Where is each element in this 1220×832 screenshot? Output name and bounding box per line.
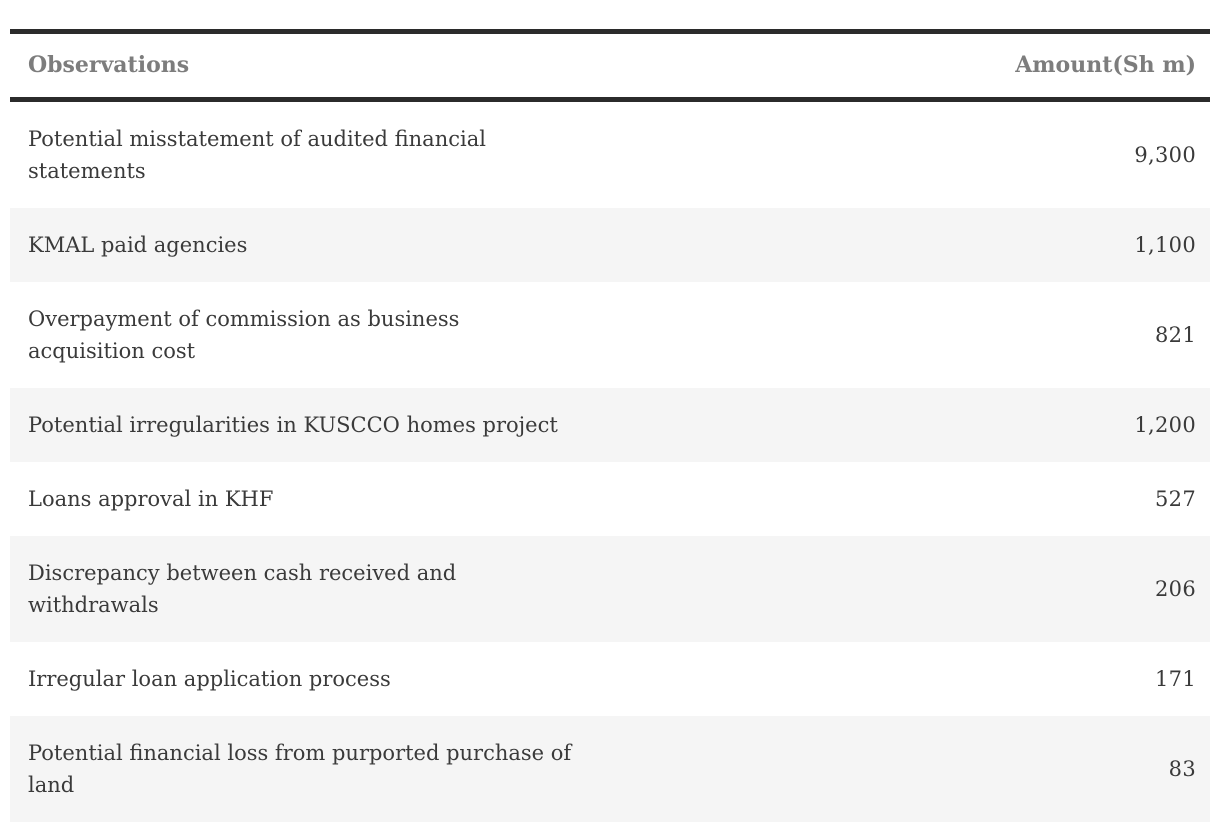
observations-table-container: Observations Amount(Sh m) Potential miss…: [10, 29, 1210, 822]
observation-cell: Potential misstatement of audited financ…: [10, 100, 886, 209]
observation-cell: Loans approval in KHF: [10, 462, 886, 536]
column-header-amount: Amount(Sh m): [1015, 52, 1196, 78]
observation-text: Potential misstatement of audited financ…: [28, 127, 486, 183]
observations-amount-table: Observations Amount(Sh m) Potential miss…: [10, 29, 1210, 822]
amount-cell: 206: [1155, 577, 1196, 601]
observation-text: Irregular loan application process: [28, 667, 391, 691]
amount-cell: 527: [1155, 487, 1196, 511]
table-row: Irregular loan application process 171: [10, 642, 1210, 716]
table-row: Potential financial loss from purported …: [10, 716, 1210, 822]
observation-cell: Potential financial loss from purported …: [10, 716, 886, 822]
observation-text: Loans approval in KHF: [28, 487, 274, 511]
column-header-observations: Observations: [28, 52, 190, 78]
table-header: Observations Amount(Sh m): [10, 32, 1210, 100]
table-row: Potential misstatement of audited financ…: [10, 100, 1210, 209]
observation-text: Overpayment of commission as business ac…: [28, 307, 460, 363]
observation-cell: Overpayment of commission as business ac…: [10, 282, 886, 388]
table-row: KMAL paid agencies 1,100: [10, 208, 1210, 282]
amount-cell: 83: [1168, 757, 1196, 781]
amount-cell: 1,200: [1134, 413, 1196, 437]
observation-text: Potential financial loss from purported …: [28, 741, 572, 797]
table-body: Potential misstatement of audited financ…: [10, 100, 1210, 822]
observation-cell: Discrepancy between cash received and wi…: [10, 536, 886, 642]
observation-cell: KMAL paid agencies: [10, 208, 886, 282]
table-row: Overpayment of commission as business ac…: [10, 282, 1210, 388]
table-row: Potential irregularities in KUSCCO homes…: [10, 388, 1210, 462]
amount-cell: 9,300: [1134, 143, 1196, 167]
observation-cell: Potential irregularities in KUSCCO homes…: [10, 388, 886, 462]
observation-text: Discrepancy between cash received and wi…: [28, 561, 457, 617]
observation-text: Potential irregularities in KUSCCO homes…: [28, 413, 558, 437]
amount-cell: 821: [1155, 323, 1196, 347]
amount-cell: 171: [1155, 667, 1196, 691]
table-row: Discrepancy between cash received and wi…: [10, 536, 1210, 642]
observation-text: KMAL paid agencies: [28, 233, 248, 257]
amount-cell: 1,100: [1134, 233, 1196, 257]
table-row: Loans approval in KHF 527: [10, 462, 1210, 536]
observation-cell: Irregular loan application process: [10, 642, 886, 716]
header-row: Observations Amount(Sh m): [10, 32, 1210, 100]
